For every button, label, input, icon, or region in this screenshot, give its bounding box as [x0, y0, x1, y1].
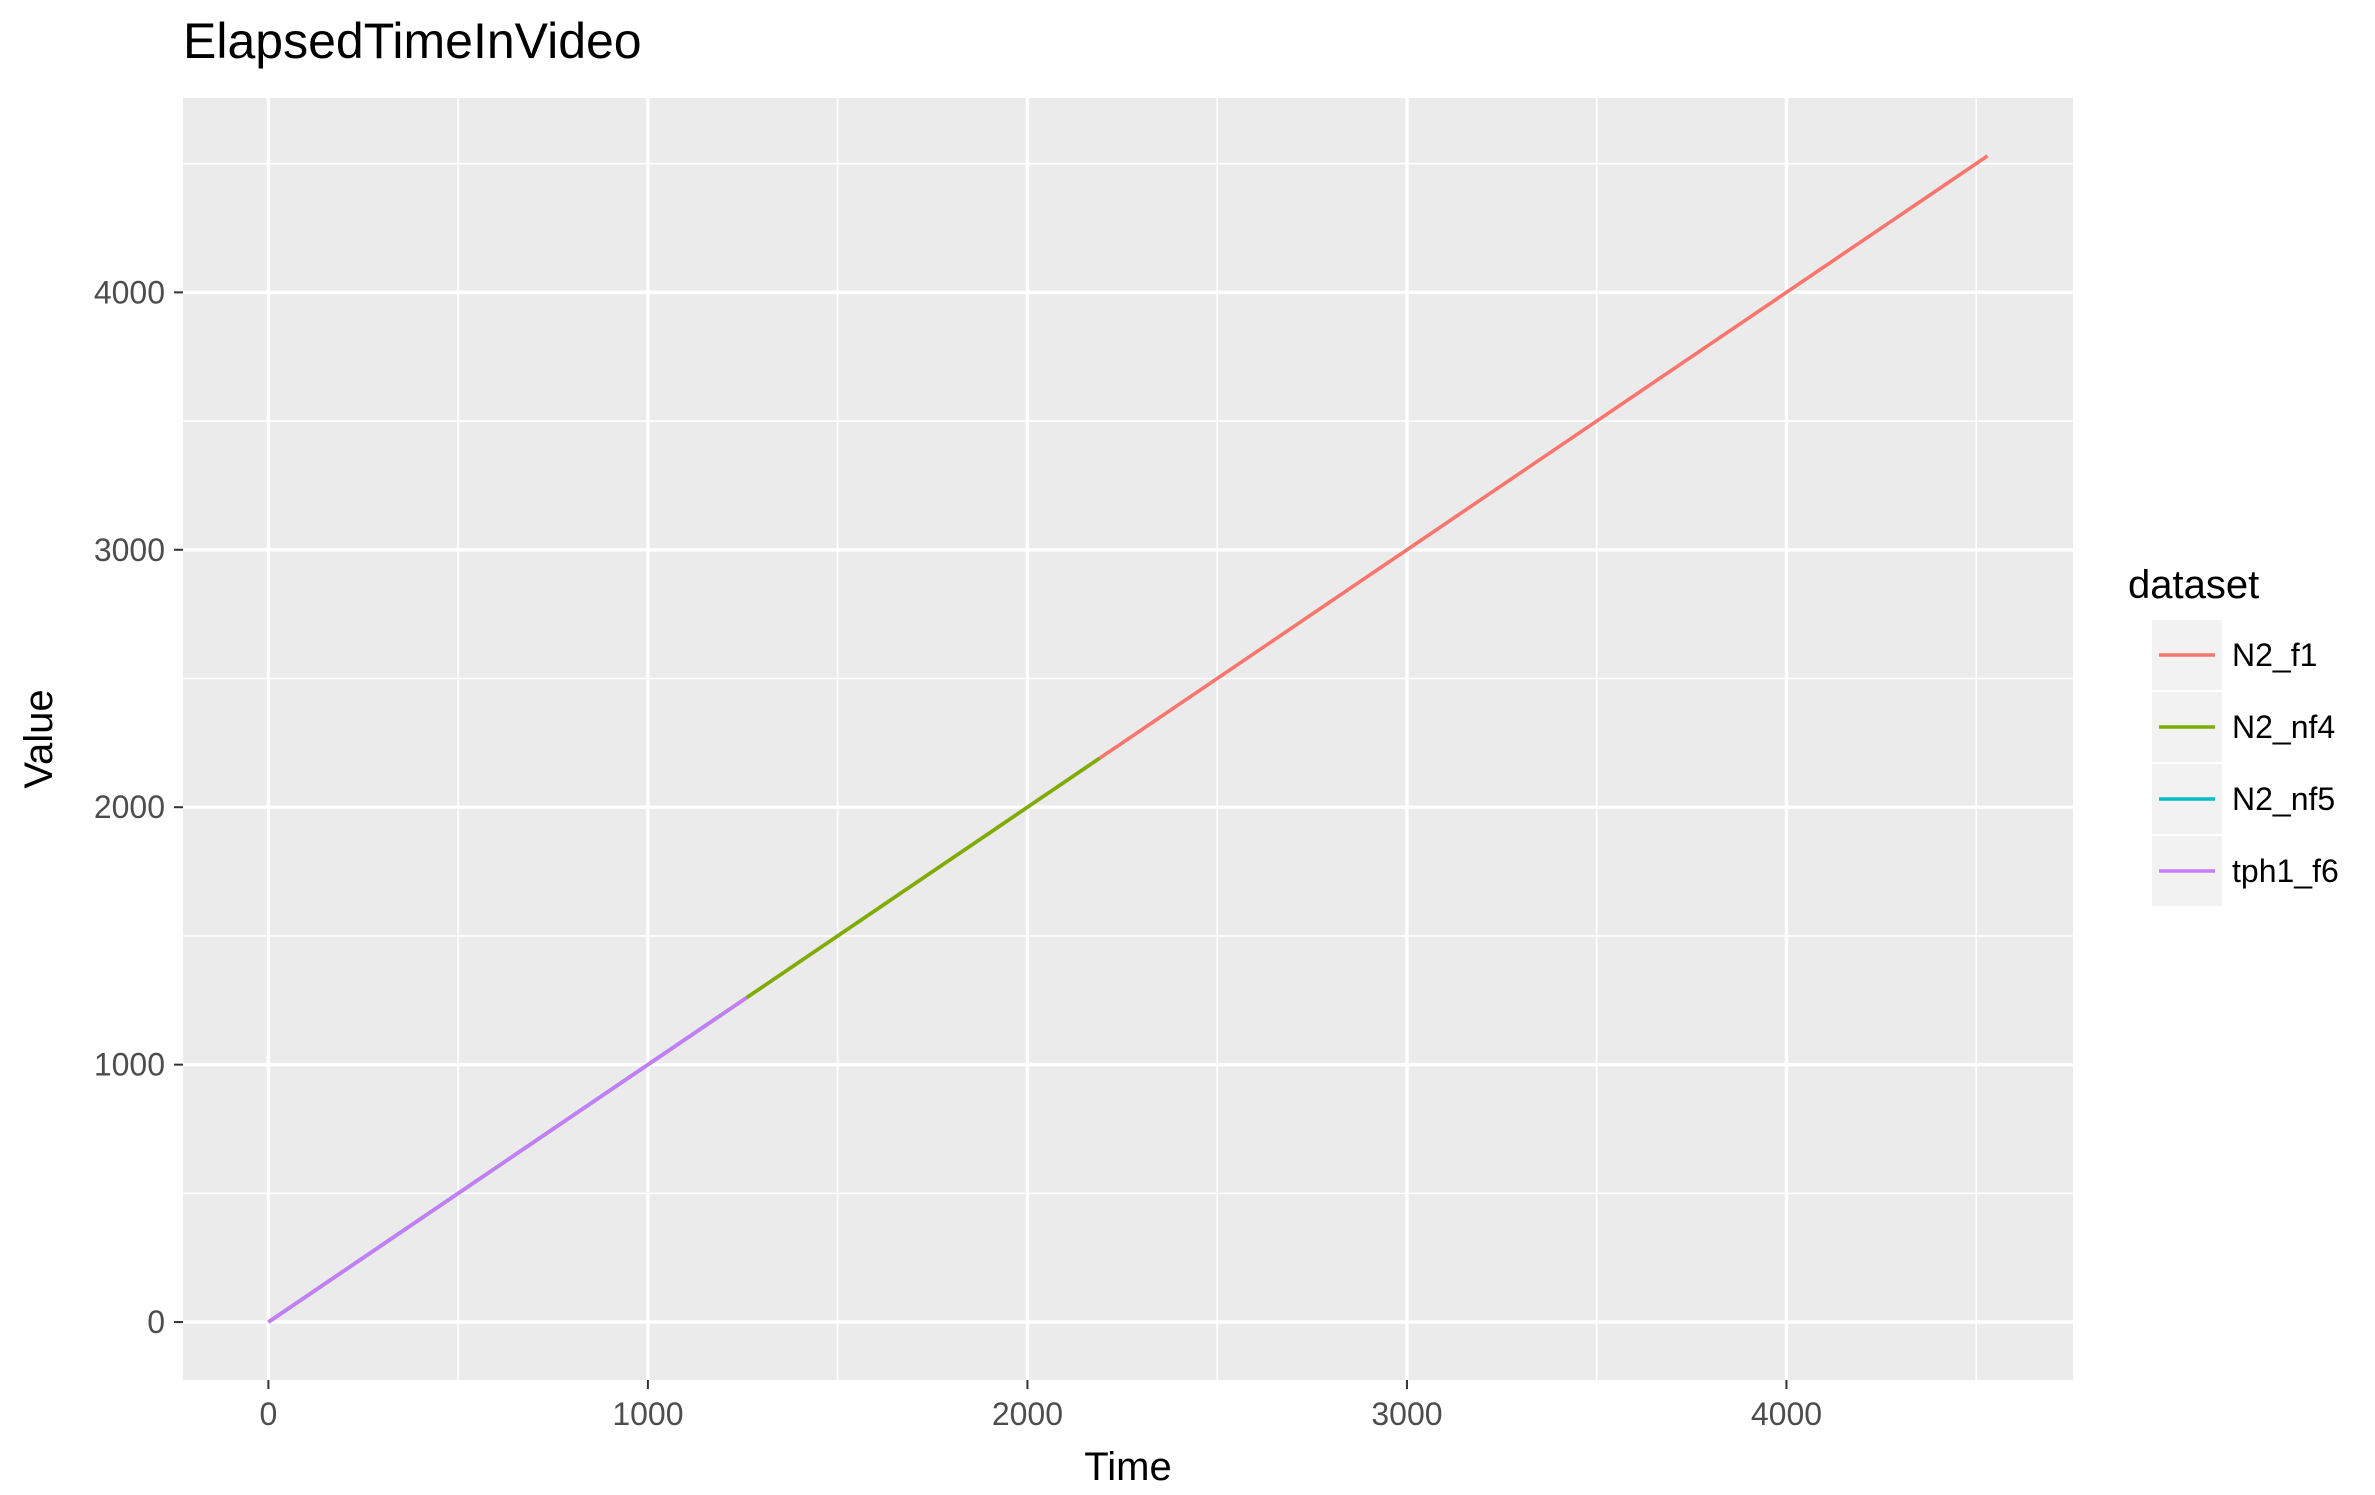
grid-major	[183, 98, 2073, 1380]
series-line-tph1-f6	[267, 996, 748, 1324]
x-tick-label: 1000	[612, 1396, 683, 1432]
legend-label-n2-f1: N2_f1	[2232, 637, 2317, 673]
series-lines	[267, 154, 1989, 1324]
y-axis-title: Value	[17, 689, 61, 788]
y-tick-label: 4000	[94, 274, 165, 310]
x-axis-title: Time	[1084, 1445, 1171, 1489]
y-tick-label: 2000	[94, 789, 165, 825]
x-axis-ticks: 0 1000 2000 3000 4000	[259, 1380, 1822, 1432]
chart-title: ElapsedTimeInVideo	[183, 13, 642, 69]
x-tick-label: 3000	[1371, 1396, 1442, 1432]
y-axis-ticks: 0 1000 2000 3000 4000	[94, 274, 183, 1340]
x-tick-label: 4000	[1751, 1396, 1822, 1432]
y-tick-label: 0	[147, 1304, 165, 1340]
grid-minor	[183, 98, 2073, 1380]
x-tick-label: 0	[259, 1396, 277, 1432]
legend-label-n2-nf5: N2_nf5	[2232, 781, 2335, 817]
legend-label-n2-nf4: N2_nf4	[2232, 709, 2335, 745]
y-tick-label: 1000	[94, 1047, 165, 1083]
x-tick-label: 2000	[992, 1396, 1063, 1432]
legend-label-tph1-f6: tph1_f6	[2232, 853, 2339, 889]
legend: dataset N2_f1 N2_nf4 N2_nf5 tph1_f6	[2128, 563, 2339, 906]
y-tick-label: 3000	[94, 532, 165, 568]
legend-title: dataset	[2128, 563, 2259, 607]
